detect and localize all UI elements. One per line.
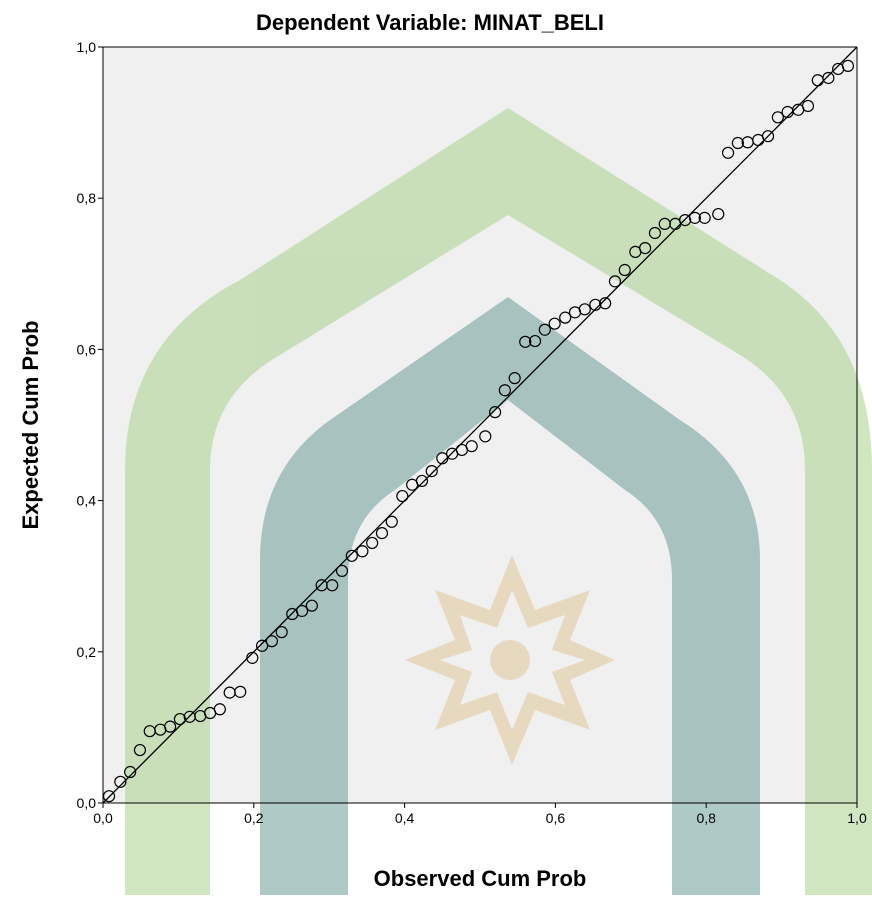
x-tick-label: 0,0 bbox=[93, 810, 113, 826]
x-tick-label: 0,2 bbox=[244, 810, 264, 826]
y-tick-label: 0,4 bbox=[77, 493, 97, 509]
x-tick-label: 1,0 bbox=[847, 810, 867, 826]
x-tick-label: 0,6 bbox=[546, 810, 566, 826]
chart: Dependent Variable: MINAT_BELI Observed … bbox=[0, 0, 872, 895]
y-tick-label: 0,8 bbox=[77, 190, 97, 206]
watermark-dot bbox=[490, 640, 530, 680]
y-tick-label: 0,6 bbox=[77, 341, 97, 357]
y-tick-label: 0,0 bbox=[77, 795, 97, 811]
page: {"chart_data": {"type": "scatter", "titl… bbox=[0, 0, 872, 900]
x-tick-label: 0,8 bbox=[696, 810, 716, 826]
x-axis-label: Observed Cum Prob bbox=[374, 866, 587, 891]
y-axis-label: Expected Cum Prob bbox=[18, 320, 43, 529]
x-tick-label: 0,4 bbox=[395, 810, 415, 826]
y-tick-label: 1,0 bbox=[77, 39, 97, 55]
chart-title: Dependent Variable: MINAT_BELI bbox=[256, 10, 604, 35]
y-tick-label: 0,2 bbox=[77, 644, 97, 660]
